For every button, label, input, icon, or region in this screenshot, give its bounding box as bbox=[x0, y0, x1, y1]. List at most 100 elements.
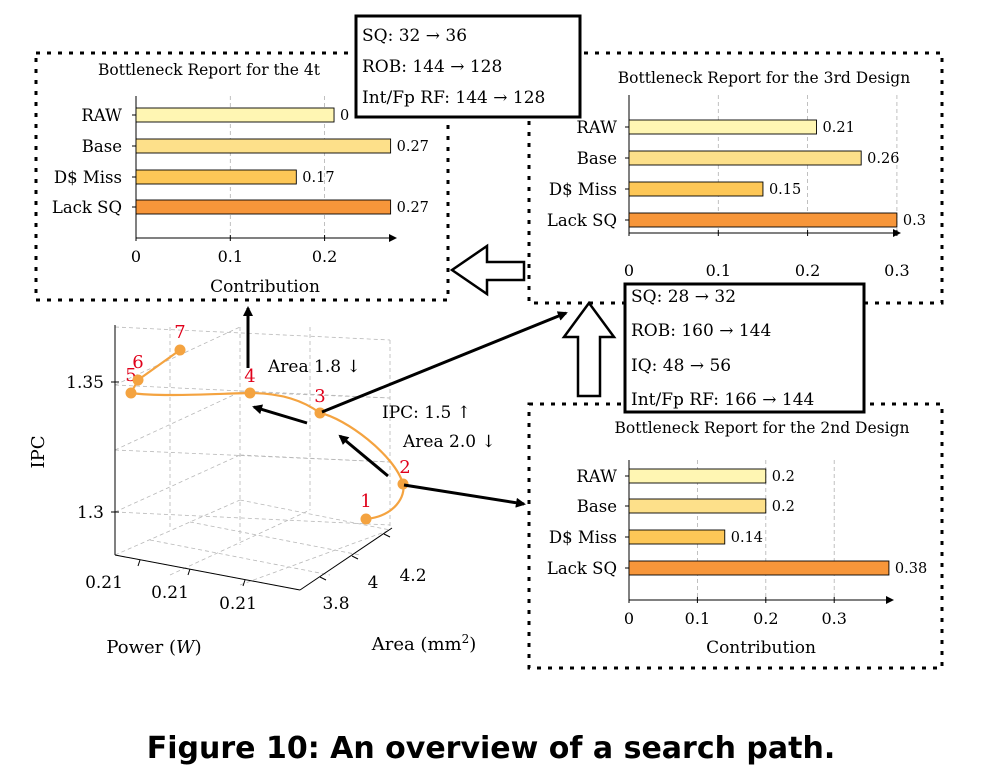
bar bbox=[628, 119, 817, 135]
bar-value-label: 0.14 bbox=[731, 530, 763, 546]
x-tick-label: 0 bbox=[624, 261, 634, 280]
panel-title: Bottleneck Report for the 4t bbox=[98, 61, 321, 79]
ipc-tick-label: 1.3 bbox=[77, 503, 104, 523]
category-label: D$ Miss bbox=[54, 168, 122, 187]
x-tick-label: 0 bbox=[624, 609, 634, 628]
step-arrow-2-3 bbox=[252, 404, 308, 425]
category-label: Lack SQ bbox=[52, 198, 122, 217]
x-tick-label: 0 bbox=[131, 247, 141, 266]
bar bbox=[628, 498, 767, 514]
path-point bbox=[244, 387, 256, 399]
category-label: RAW bbox=[576, 467, 617, 486]
bar-value-label: 0.27 bbox=[397, 139, 429, 155]
panel-title: Bottleneck Report for the 2nd Design bbox=[615, 419, 910, 437]
bar-value-label: 0.3 bbox=[903, 213, 926, 229]
path-point bbox=[125, 387, 137, 399]
area-tick-label: 4.2 bbox=[399, 566, 426, 586]
bar bbox=[135, 199, 392, 215]
hollow-arrow-up bbox=[561, 300, 617, 398]
category-label: Base bbox=[577, 497, 617, 516]
power-axis-label: Power (W) bbox=[106, 637, 201, 658]
bar-value-label: 0.2 bbox=[772, 469, 795, 485]
category-label: Base bbox=[577, 149, 617, 168]
bar bbox=[135, 169, 297, 185]
bar-value-label: 0.17 bbox=[302, 170, 334, 186]
ipc-axis-label: IPC bbox=[28, 436, 49, 469]
path-point bbox=[174, 344, 186, 356]
path-point-label: 6 bbox=[132, 352, 143, 373]
bar-value-label: 0.15 bbox=[769, 182, 801, 198]
bar-value-label: 0.38 bbox=[895, 561, 927, 577]
x-axis-label: Contribution bbox=[210, 277, 320, 297]
x-tick-label: 0.2 bbox=[753, 609, 778, 628]
bar-value-label: 0.27 bbox=[397, 200, 429, 216]
change-line: ROB: 160 → 144 bbox=[631, 321, 771, 341]
bottleneck-report-4th: Bottleneck Report for the 4t 0 0.1 0.2 0 RAW… bbox=[34, 51, 450, 302]
change-line: IQ: 48 → 56 bbox=[631, 356, 731, 376]
path-point-label: 4 bbox=[244, 366, 255, 387]
category-label: RAW bbox=[576, 118, 617, 137]
path-point bbox=[314, 407, 326, 419]
search-path-3d-plot: 1.35 1.3 0.21 0.21 0.21 3.8 4 4.2 IPC Po… bbox=[28, 322, 496, 658]
area-axis-label: Area (mm2) bbox=[371, 632, 477, 655]
change-line: Int/Fp RF: 166 → 144 bbox=[631, 390, 814, 410]
bar bbox=[628, 212, 898, 228]
x-tick-label: 0.1 bbox=[706, 261, 731, 280]
bar-chart-2nd: 0 0.1 0.2 0.3 0.2 RAW 0.2 Base 0.14 D$ Miss 0.38 La… bbox=[547, 460, 927, 628]
search-path-points: 1 2 3 4 56 7 bbox=[125, 322, 411, 525]
area-reduction-annotation: Area 2.0 ↓ bbox=[402, 432, 496, 452]
bar bbox=[135, 107, 335, 123]
hollow-arrow-left bbox=[449, 243, 526, 297]
arrow-to-2nd-report bbox=[403, 483, 526, 508]
power-tick-label: 0.21 bbox=[85, 573, 123, 593]
bar-value-label: 0.21 bbox=[823, 120, 855, 136]
x-tick-label: 0.1 bbox=[218, 247, 243, 266]
x-tick-label: 0.3 bbox=[821, 609, 846, 628]
area-reduction-annotation: Area 1.8 ↓ bbox=[267, 357, 361, 377]
bar bbox=[628, 181, 764, 197]
x-tick-label: 0.1 bbox=[685, 609, 710, 628]
ipc-tick-label: 1.35 bbox=[66, 373, 104, 393]
config-change-box-3-to-4: SQ: 32 → 36 ROB: 144 → 128 Int/Fp RF: 14… bbox=[354, 14, 582, 119]
bottleneck-report-2nd: Bottleneck Report for the 2nd Design 0 0.… bbox=[527, 402, 944, 670]
category-label: RAW bbox=[81, 106, 122, 125]
bar bbox=[135, 138, 392, 154]
plot3d-grid bbox=[114, 326, 391, 591]
plot3d-tick-marks bbox=[111, 381, 391, 587]
arrow-to-3rd-report bbox=[321, 311, 568, 414]
change-line: SQ: 32 → 36 bbox=[362, 26, 467, 46]
area-tick-label: 4 bbox=[368, 573, 379, 593]
area-tick-label: 3.8 bbox=[322, 594, 349, 614]
x-tick-label: 0.2 bbox=[795, 261, 820, 280]
bar bbox=[628, 468, 767, 484]
bar bbox=[628, 529, 726, 545]
category-label: Lack SQ bbox=[547, 211, 617, 230]
bar-value-label: 0 bbox=[340, 108, 349, 124]
power-tick-label: 0.21 bbox=[151, 583, 189, 603]
bar bbox=[628, 560, 890, 576]
category-label: D$ Miss bbox=[549, 180, 617, 199]
config-change-box-2-to-3: SQ: 28 → 32 ROB: 160 → 144 IQ: 48 → 56 I… bbox=[623, 282, 866, 414]
path-point-label: 1 bbox=[360, 491, 371, 512]
bottleneck-report-3rd: Bottleneck Report for the 3rd Design 0 0.… bbox=[527, 51, 944, 305]
category-label: D$ Miss bbox=[549, 528, 617, 547]
bar bbox=[628, 150, 862, 166]
category-label: Lack SQ bbox=[547, 559, 617, 578]
figure-caption: Figure 10: An overview of a search path. bbox=[147, 731, 836, 766]
x-tick-label: 0.3 bbox=[884, 261, 909, 280]
plot3d-axes bbox=[114, 325, 393, 591]
change-line: SQ: 28 → 32 bbox=[631, 287, 736, 307]
path-point-label: 5 bbox=[125, 365, 136, 386]
path-point bbox=[132, 374, 144, 386]
category-label: Base bbox=[82, 137, 122, 156]
x-tick-label: 0.2 bbox=[312, 247, 337, 266]
bar-chart-3rd: 0 0.1 0.2 0.3 0.21 RAW 0.26 Base 0.15 D$ Miss 0.3 L… bbox=[547, 95, 926, 280]
panel-title: Bottleneck Report for the 3rd Design bbox=[618, 69, 910, 87]
change-line: Int/Fp RF: 144 → 128 bbox=[362, 88, 545, 108]
path-point-label: 3 bbox=[314, 386, 325, 407]
x-axis-label: Contribution bbox=[706, 638, 816, 658]
change-line: ROB: 144 → 128 bbox=[362, 57, 502, 77]
path-point-label: 7 bbox=[174, 322, 185, 343]
step-arrow-1-2 bbox=[338, 434, 389, 478]
